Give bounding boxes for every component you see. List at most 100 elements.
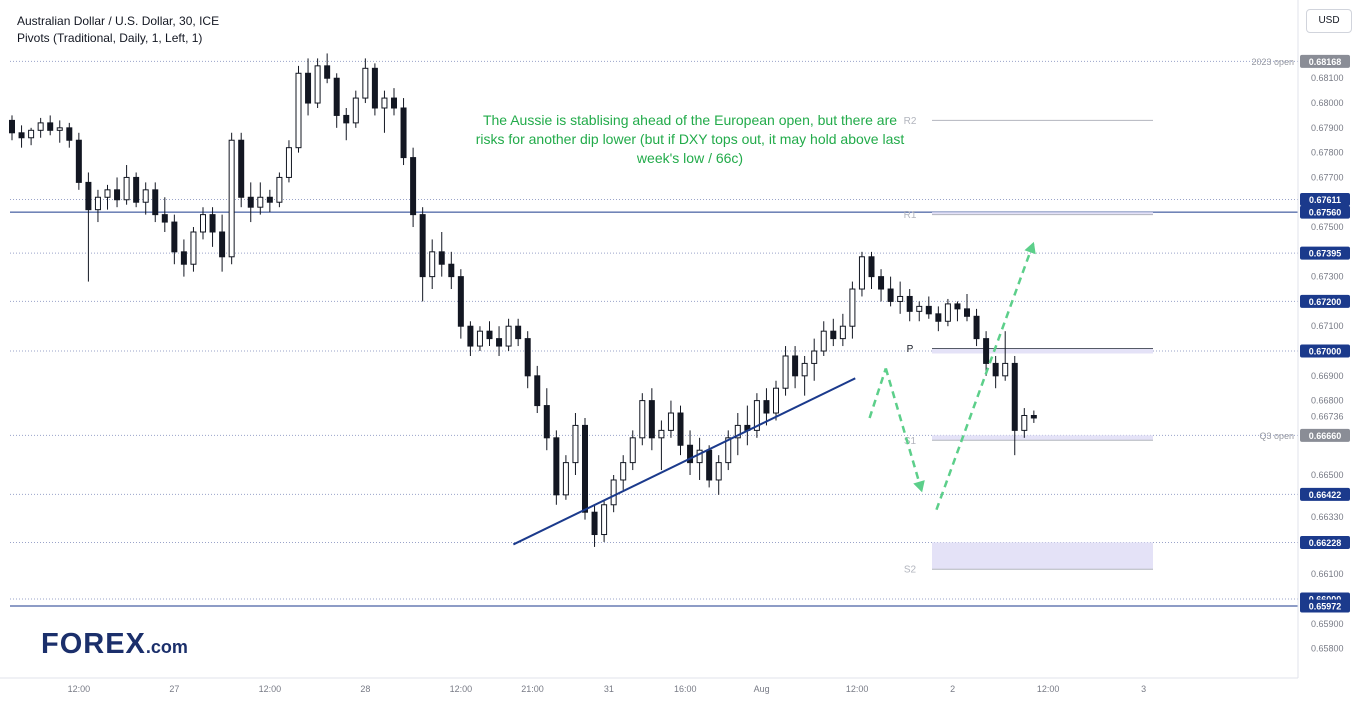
candle xyxy=(773,380,779,421)
logo-text: FOREX xyxy=(41,628,146,660)
candle xyxy=(610,475,617,513)
candle-body xyxy=(238,139,245,198)
candle-body xyxy=(811,350,818,364)
candle xyxy=(457,269,464,339)
level-note: Q3 open xyxy=(1259,431,1294,441)
candle xyxy=(515,318,522,347)
level-price-label: 0.67200 xyxy=(1309,297,1342,307)
pivot-zone-s2 xyxy=(932,542,1153,570)
candle xyxy=(629,430,636,471)
candle-body xyxy=(9,119,15,134)
price-tick-label: 0.66100 xyxy=(1311,569,1344,579)
candle-body xyxy=(601,504,608,536)
candle xyxy=(849,281,856,339)
candle-body xyxy=(591,511,598,536)
price-tick-label: 0.67800 xyxy=(1311,148,1344,158)
currency-button[interactable]: USD xyxy=(1306,9,1352,33)
candle-body xyxy=(906,295,913,312)
candle-body xyxy=(582,424,588,513)
candle-body xyxy=(142,189,149,203)
level-price-label: 0.67395 xyxy=(1309,249,1342,259)
candle-body xyxy=(1030,414,1037,419)
candle xyxy=(247,182,254,223)
level-note: 2023 open xyxy=(1251,57,1294,67)
candle-body xyxy=(610,479,617,506)
candle xyxy=(381,90,388,133)
candle xyxy=(906,289,913,322)
candle xyxy=(9,115,15,141)
candle xyxy=(343,107,350,141)
candle-body xyxy=(820,330,827,352)
candles xyxy=(9,53,1037,547)
candle xyxy=(276,172,283,208)
candle xyxy=(601,499,608,542)
candle xyxy=(983,331,990,376)
candle xyxy=(935,306,942,332)
candle-body xyxy=(878,276,885,290)
level-price-label: 0.67560 xyxy=(1309,208,1342,218)
candle-body xyxy=(314,65,321,104)
candle-body xyxy=(496,338,503,347)
candle xyxy=(180,239,187,277)
candle xyxy=(200,207,206,240)
level-price-tag xyxy=(1300,54,1350,68)
candle xyxy=(324,53,331,84)
candle xyxy=(964,293,970,322)
candle-body xyxy=(391,97,397,109)
candle xyxy=(1011,355,1018,456)
candle xyxy=(706,445,713,488)
price-tick-label: 0.67300 xyxy=(1311,272,1344,282)
candle xyxy=(734,413,741,456)
level-price-label: 0.66422 xyxy=(1309,490,1342,500)
candle-body xyxy=(467,325,474,347)
candle xyxy=(572,413,579,476)
candle xyxy=(266,189,273,213)
candle-body xyxy=(916,305,923,312)
candle xyxy=(28,127,35,146)
candle-body xyxy=(715,462,722,481)
candle-body xyxy=(562,462,569,496)
candle-body xyxy=(104,189,111,198)
pivot-label: S1 xyxy=(904,436,917,447)
candle xyxy=(496,326,503,356)
candle-body xyxy=(782,355,789,389)
time-tick-label: 28 xyxy=(360,684,370,694)
candle xyxy=(133,172,140,208)
level-price-tag xyxy=(1300,599,1350,613)
candle xyxy=(753,393,760,438)
candle xyxy=(123,165,130,205)
candle-body xyxy=(1021,414,1028,431)
pivot-label: P xyxy=(907,344,914,355)
candle xyxy=(658,420,665,471)
candle xyxy=(66,122,73,148)
time-tick-label: 12:00 xyxy=(1037,684,1060,694)
candle-body xyxy=(56,127,63,131)
candle xyxy=(305,58,312,116)
candle-body xyxy=(515,325,522,340)
candle xyxy=(973,308,980,347)
candle xyxy=(85,172,92,282)
price-tick-label: 0.67900 xyxy=(1311,123,1344,133)
candle-body xyxy=(66,127,73,141)
price-tick-label: 0.66500 xyxy=(1311,470,1344,480)
candle-body xyxy=(123,176,130,201)
candle-body xyxy=(534,375,541,407)
candle xyxy=(944,298,951,327)
candle xyxy=(830,318,837,347)
indicator-label[interactable]: Pivots (Traditional, Daily, 1, Left, 1) xyxy=(17,31,203,45)
candle-body xyxy=(887,288,894,302)
candle xyxy=(897,281,904,314)
trendline xyxy=(512,377,856,546)
candle xyxy=(161,197,168,232)
candle-body xyxy=(295,72,302,149)
candle xyxy=(47,115,54,136)
candle xyxy=(333,73,340,128)
candle xyxy=(868,251,875,290)
candle-body xyxy=(658,429,665,439)
candle-body xyxy=(362,67,369,99)
candle-body xyxy=(333,77,340,116)
candle-body xyxy=(696,449,703,464)
level-price-tag xyxy=(1300,535,1350,549)
candle-body xyxy=(209,214,216,233)
